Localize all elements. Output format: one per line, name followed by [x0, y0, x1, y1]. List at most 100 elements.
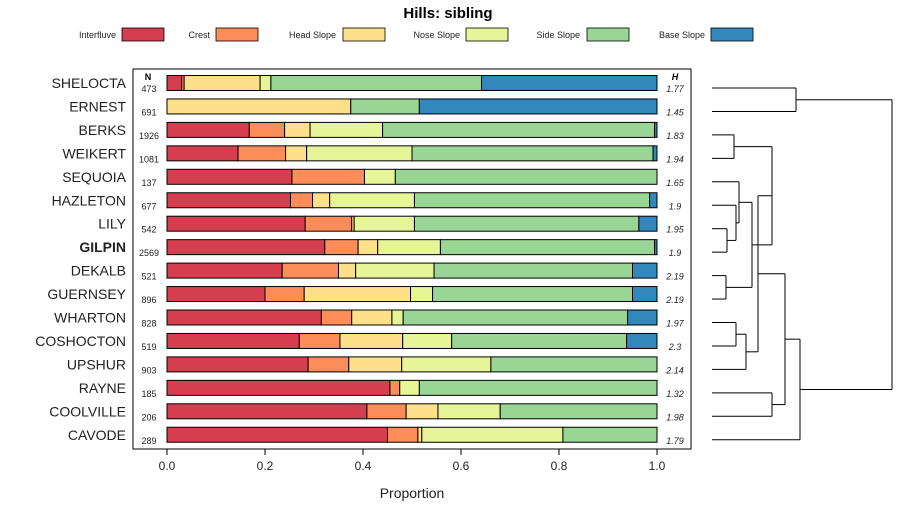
x-tick-label: 0.4	[355, 459, 372, 473]
h-value: 1.94	[666, 154, 684, 164]
x-tick-label: 1.0	[649, 459, 666, 473]
bar-segment	[411, 145, 654, 162]
bar-segment	[421, 426, 564, 443]
row-label: SEQUOIA	[62, 169, 126, 185]
row-label: HAZLETON	[52, 192, 126, 208]
h-value: 1.45	[666, 107, 685, 117]
bar-segment	[389, 379, 401, 396]
h-value: 2.14	[665, 365, 684, 375]
bar-segment	[439, 239, 656, 256]
h-value: 1.98	[666, 412, 684, 422]
bar-segment	[402, 332, 453, 349]
bar-segment	[166, 98, 352, 115]
row-label: GUERNSEY	[47, 286, 126, 302]
bar-segment	[303, 286, 412, 303]
bar-segment	[394, 168, 658, 185]
row-label: COOLVILLE	[49, 403, 126, 419]
bar-segment	[626, 332, 658, 349]
bar-segment	[285, 145, 308, 162]
n-value: 828	[141, 319, 156, 329]
bar-segment	[350, 98, 420, 115]
h-value: 1.95	[666, 225, 685, 235]
bar-segment	[391, 309, 404, 326]
bar-segment	[166, 168, 293, 185]
bar-segment	[451, 332, 628, 349]
bar-segment	[413, 192, 651, 209]
bar-segment	[355, 262, 435, 279]
plot-frame	[132, 68, 692, 450]
bar-segment	[237, 145, 287, 162]
legend-label: Nose Slope	[413, 30, 460, 40]
x-axis-label: Proportion	[380, 485, 445, 501]
h-value: 1.83	[666, 131, 684, 141]
bar-segment	[281, 262, 339, 279]
row-label: WHARTON	[54, 310, 126, 326]
x-tick-label: 0.8	[551, 459, 568, 473]
bar-segment	[329, 192, 415, 209]
h-value: 2.19	[665, 272, 684, 282]
bar-segment	[264, 286, 305, 303]
bar-segment	[166, 75, 183, 91]
bar-segment	[289, 192, 314, 209]
n-value: 521	[141, 272, 156, 282]
bar-segment	[304, 215, 353, 232]
bar-segment	[638, 215, 658, 232]
bar-segment	[417, 426, 423, 443]
h-value: 1.77	[666, 84, 685, 94]
bar-segment	[306, 145, 413, 162]
n-value: 206	[141, 412, 156, 422]
bar-segment	[652, 145, 658, 162]
row-label: CAVODE	[68, 427, 126, 443]
x-tick-label: 0.2	[257, 459, 274, 473]
legend-swatch	[465, 27, 509, 42]
bar-segment	[377, 239, 441, 256]
bar-segment	[353, 215, 415, 232]
h-value: 1.32	[666, 389, 684, 399]
bar-segment	[284, 121, 311, 138]
bar-segment	[490, 356, 658, 373]
legend-swatch	[215, 27, 259, 42]
legend-label: Side Slope	[536, 30, 580, 40]
row-label: RAYNE	[79, 380, 126, 396]
x-tick-label: 0.6	[453, 459, 470, 473]
bar-segment	[166, 403, 368, 420]
bar-segment	[348, 356, 403, 373]
bar-segment	[166, 286, 266, 303]
h-value: 1.65	[666, 178, 685, 188]
bar-segment	[166, 192, 291, 209]
row-label: LILY	[98, 216, 126, 232]
row-label: GILPIN	[79, 239, 126, 255]
n-value: 473	[141, 84, 156, 94]
bar-segment	[413, 215, 640, 232]
bar-segment	[410, 286, 434, 303]
bar-segment	[654, 239, 658, 256]
bar-segment	[399, 379, 420, 396]
legend-label: Base Slope	[659, 30, 705, 40]
n-value: 691	[141, 107, 156, 117]
bar-segment	[632, 262, 658, 279]
bar-segment	[183, 75, 261, 91]
bar-rows: SHELOCTA 473 1.77 ERNEST 691 1.45 BERKS 1926 1.8…	[35, 75, 685, 446]
bar-segment	[312, 192, 331, 209]
legend-swatch	[342, 27, 386, 42]
bar-segment	[307, 356, 350, 373]
bar-segment	[338, 262, 357, 279]
bar-segment	[166, 309, 322, 326]
bar-segment	[339, 332, 404, 349]
bar-segment	[627, 309, 658, 326]
bar-segment	[432, 286, 633, 303]
n-value: 542	[141, 225, 156, 235]
bar-segment	[309, 121, 384, 138]
legend-label: Interfluve	[79, 30, 116, 40]
h-header: H	[672, 72, 679, 82]
legend: Interfluve Crest Head Slope Nose Slope Side …	[79, 27, 754, 42]
row-label: DEKALB	[71, 263, 126, 279]
n-value: 896	[141, 295, 156, 305]
bar-segment	[166, 426, 388, 443]
bar-segment	[366, 403, 407, 420]
bar-segment	[437, 403, 501, 420]
bar-segment	[363, 168, 396, 185]
bar-segment	[166, 215, 306, 232]
legend-swatch	[586, 27, 630, 42]
legend-label: Head Slope	[289, 30, 336, 40]
